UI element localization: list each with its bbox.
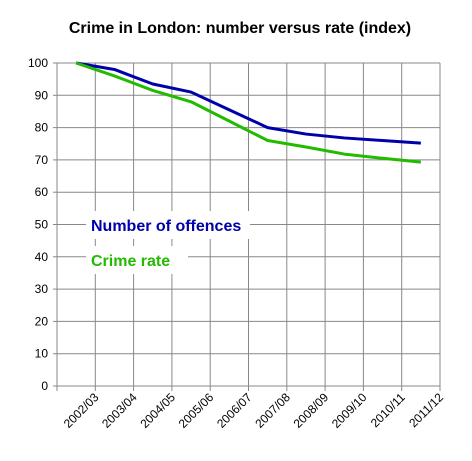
y-tick-label-80: 80 <box>35 121 49 135</box>
chart-title: Crime in London: number versus rate (ind… <box>69 20 411 37</box>
legend-label-bg-0 <box>86 211 250 239</box>
legend-label-number-of-offences: Number of offences <box>91 218 241 235</box>
legend: Number of offences Crime rate <box>86 211 250 274</box>
y-tick-labels: 0 10 20 30 40 50 60 70 80 90 100 <box>28 56 48 393</box>
y-tick-label-90: 90 <box>35 88 49 102</box>
y-tick-label-20: 20 <box>35 314 49 328</box>
y-tick-label-50: 50 <box>35 218 49 232</box>
legend-label-bg-1 <box>86 246 188 274</box>
series-lines <box>75 61 422 164</box>
y-tick-label-70: 70 <box>35 153 49 167</box>
axes <box>53 62 441 391</box>
y-tick-label-10: 10 <box>35 347 49 361</box>
y-tick-label-60: 60 <box>35 185 49 199</box>
y-tick-label-0: 0 <box>41 379 48 393</box>
y-tick-label-100: 100 <box>28 56 48 70</box>
series-line-number-of-offences <box>75 61 421 145</box>
series-line-crime-rate <box>75 61 422 164</box>
y-tick-label-30: 30 <box>35 282 49 296</box>
legend-label-crime-rate: Crime rate <box>91 253 170 270</box>
y-tick-label-40: 40 <box>35 250 49 264</box>
